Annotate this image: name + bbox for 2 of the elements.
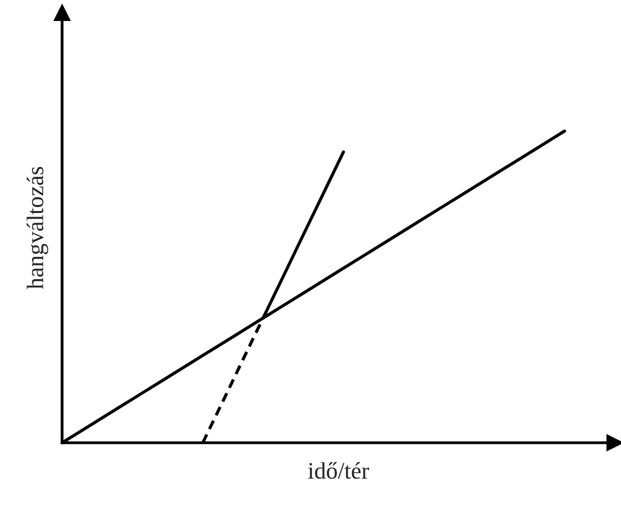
y-axis-title: hangváltozás — [26, 166, 48, 290]
x-axis-title: idő/tér — [308, 462, 370, 479]
